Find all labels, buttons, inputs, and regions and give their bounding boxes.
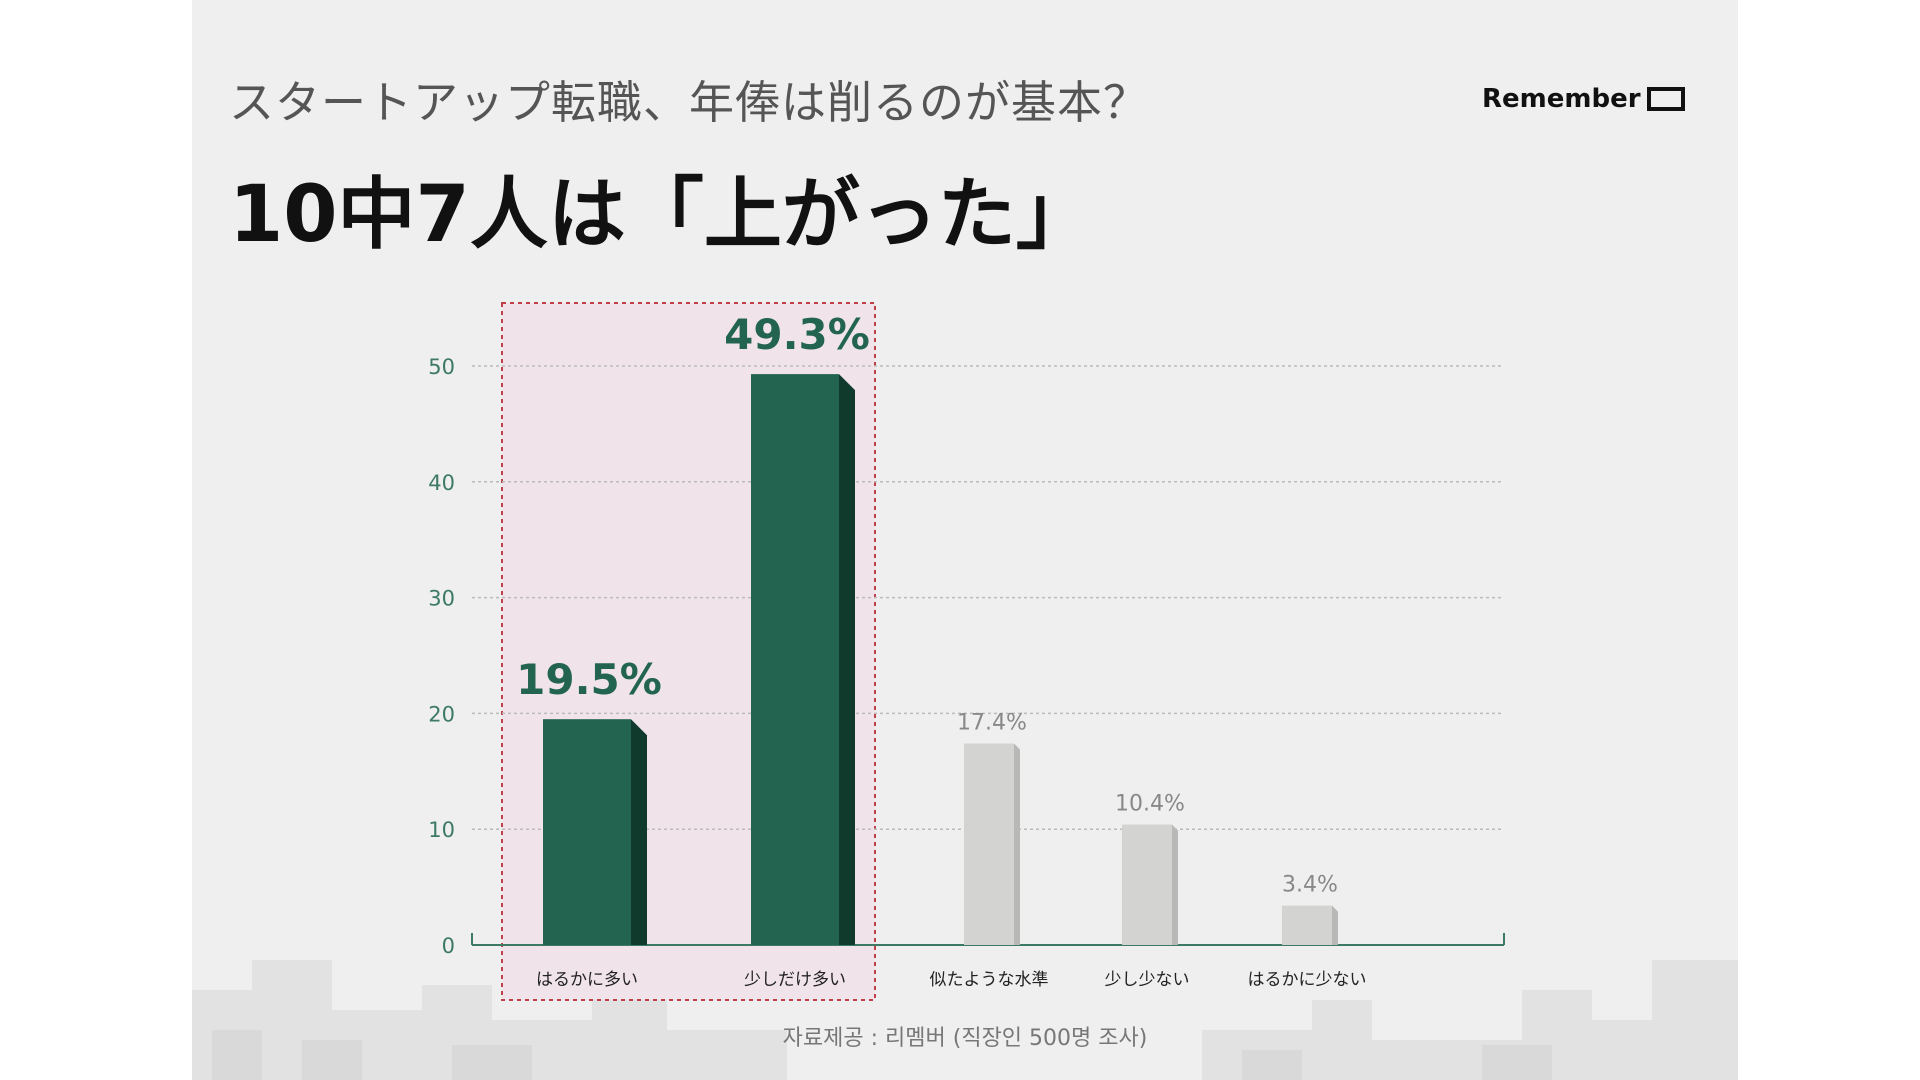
bar-side — [1014, 743, 1020, 945]
x-tick-label: はるかに多い — [536, 970, 638, 990]
logo-box-icon — [1646, 87, 1685, 111]
remember-logo: Remember — [1482, 84, 1685, 114]
bar — [1282, 905, 1332, 945]
value-label: 10.4% — [1115, 792, 1185, 817]
bar-side — [631, 719, 647, 945]
y-tick-label: 10 — [428, 818, 455, 842]
y-tick-label: 20 — [428, 702, 455, 726]
subtitle: スタートアップ転職、年俸は削るのが基本？ — [229, 76, 1150, 129]
bar-chart: 0 10 20 30 40 50 19.5% はるかに多い 49.3% 少しだけ多い 17.4% 似た… — [428, 302, 1505, 1001]
y-tick-label: 40 — [428, 471, 455, 495]
bar — [1122, 824, 1172, 945]
bar-side — [1332, 905, 1338, 945]
y-tick-label: 50 — [428, 355, 455, 379]
source-note: 자료제공 : 리멤버 (직장인 500명 조사) — [782, 1026, 1148, 1051]
x-tick-label: はるかに少ない — [1248, 970, 1367, 990]
value-label: 19.5% — [516, 655, 662, 704]
x-tick-label: 少しだけ多い — [744, 970, 846, 990]
logo-text: Remember — [1482, 84, 1641, 114]
bar-side — [839, 374, 855, 946]
bar — [964, 743, 1014, 945]
x-tick-label: 少し少ない — [1105, 970, 1190, 990]
bar — [751, 374, 839, 946]
y-tick-label: 30 — [428, 587, 455, 611]
value-label: 17.4% — [957, 711, 1027, 736]
bar-side — [1172, 824, 1178, 945]
skyline-background — [192, 960, 1738, 1080]
bar — [543, 719, 631, 945]
x-tick-label: 似たような水準 — [930, 970, 1049, 990]
slide: スタートアップ転職、年俸は削るのが基本？ 10中7人は「上がった」 Rememb… — [192, 0, 1738, 1080]
value-label: 49.3% — [724, 310, 870, 359]
headline: 10中7人は「上がった」 — [229, 170, 1094, 260]
value-label: 3.4% — [1282, 873, 1338, 898]
y-tick-label: 0 — [442, 934, 455, 958]
